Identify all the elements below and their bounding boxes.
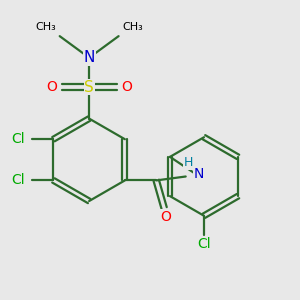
- Text: Cl: Cl: [197, 237, 211, 251]
- Text: Cl: Cl: [11, 132, 25, 146]
- Text: O: O: [160, 210, 172, 224]
- Text: H: H: [184, 156, 193, 169]
- Text: S: S: [84, 80, 94, 95]
- Text: O: O: [46, 80, 57, 94]
- Text: N: N: [83, 50, 95, 65]
- Text: CH₃: CH₃: [35, 22, 56, 32]
- Text: Cl: Cl: [11, 173, 25, 188]
- Text: O: O: [122, 80, 132, 94]
- Text: CH₃: CH₃: [122, 22, 143, 32]
- Text: N: N: [194, 167, 204, 181]
